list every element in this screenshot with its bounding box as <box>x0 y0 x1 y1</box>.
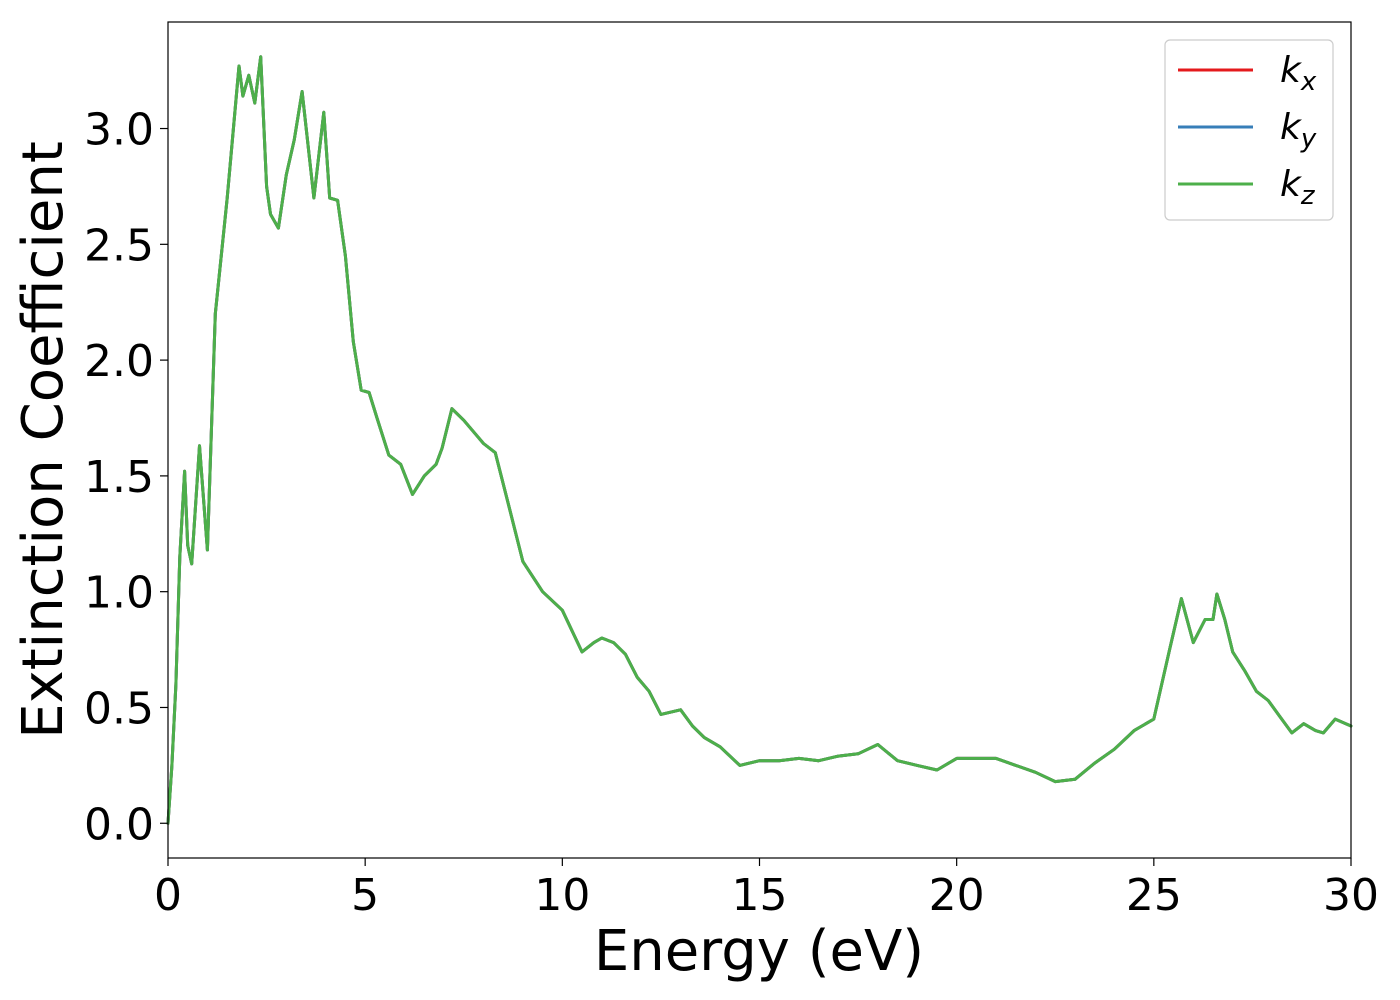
y-axis-title: Extinction Coefficient <box>11 141 76 739</box>
series-line-k-z <box>166 55 1353 825</box>
y-tick-label: 2.5 <box>84 220 154 271</box>
y-tick-label: 3.0 <box>84 105 154 156</box>
x-tick-label: 0 <box>154 870 182 921</box>
legend-frame <box>1164 39 1334 221</box>
x-tick-label: 30 <box>1323 870 1379 921</box>
y-tick-label: 0.0 <box>84 799 154 850</box>
y-tick-label: 2.0 <box>84 336 154 387</box>
x-axis-title: Energy (eV) <box>594 919 924 984</box>
y-axis-ticks: 0.0 0.5 1.0 1.5 2.0 2.5 3.0 <box>84 105 168 850</box>
x-axis-ticks: 0 5 10 15 20 25 30 <box>154 858 1379 921</box>
x-tick-label: 15 <box>732 870 788 921</box>
y-tick-label: 1.0 <box>84 568 154 619</box>
series-layer <box>166 55 1353 825</box>
x-tick-label: 10 <box>534 870 590 921</box>
x-tick-label: 20 <box>929 870 985 921</box>
x-tick-label: 5 <box>351 870 379 921</box>
x-tick-label: 25 <box>1126 870 1182 921</box>
y-tick-label: 1.5 <box>84 452 154 503</box>
y-tick-label: 0.5 <box>84 683 154 734</box>
